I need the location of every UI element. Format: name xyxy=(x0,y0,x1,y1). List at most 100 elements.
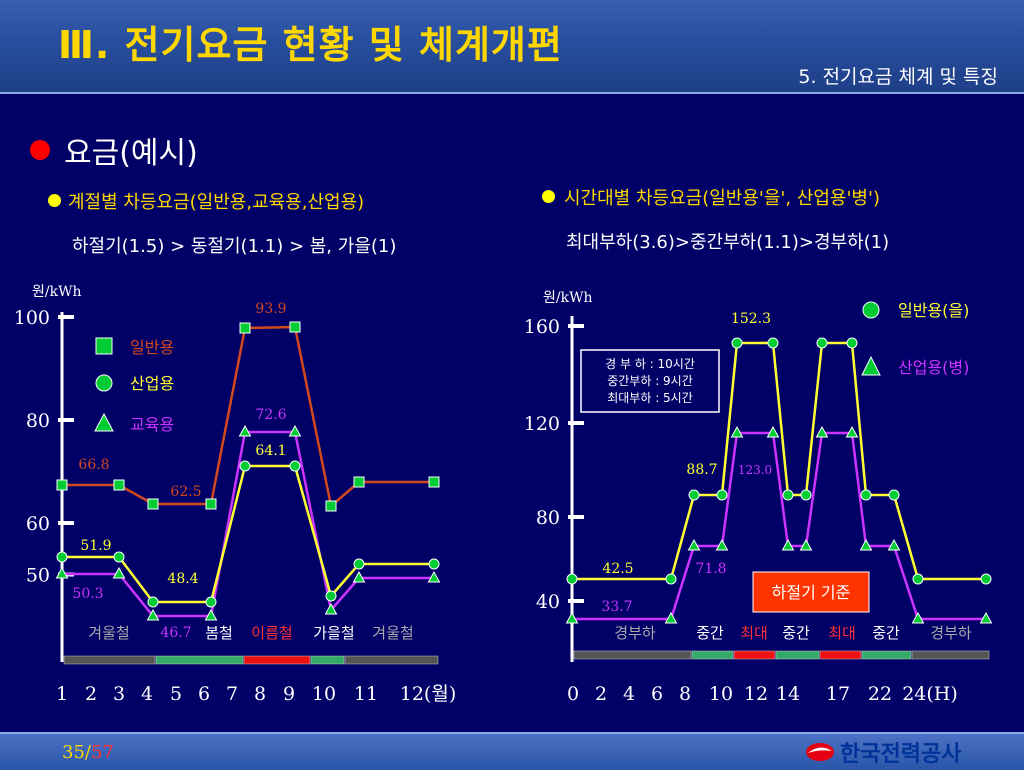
triangle-marker xyxy=(730,425,744,438)
circle-marker xyxy=(816,337,828,349)
yellow-bullet-icon xyxy=(542,190,555,203)
data-label: 64.1 xyxy=(255,443,286,459)
page-total: 57 xyxy=(90,742,114,763)
circle-marker xyxy=(767,337,779,349)
red-bullet-icon xyxy=(30,140,50,160)
square-marker xyxy=(289,321,301,333)
triangle-marker xyxy=(859,538,873,551)
y-axis-unit: 원/kWh xyxy=(543,290,593,306)
period-label: 경부하 xyxy=(614,624,656,642)
legend-label: 일반용(을) xyxy=(898,301,969,320)
period-bar xyxy=(573,650,692,660)
season-bar xyxy=(155,655,244,665)
page-subtitle: 5. 전기요금 체계 및 특징 xyxy=(798,66,998,88)
right-heading: 시간대별 차등요금(일반용'을', 산업용'병') xyxy=(564,188,880,209)
x-tick-label: 10 xyxy=(709,683,733,705)
season-bar xyxy=(63,655,156,665)
square-marker xyxy=(113,479,125,491)
data-label: 46.7 xyxy=(160,625,191,641)
season-label: 겨울철 xyxy=(88,624,129,642)
x-tick-label: 2 xyxy=(595,683,607,705)
circle-marker xyxy=(716,489,728,501)
kepco-logo: 한국전력공사 xyxy=(804,739,962,767)
circle-marker xyxy=(688,489,700,501)
x-tick-label: 5 xyxy=(170,683,182,705)
season-label: 겨울철 xyxy=(372,624,413,642)
data-label: 48.4 xyxy=(167,571,198,587)
circle-marker xyxy=(325,590,337,602)
x-tick-label: 3 xyxy=(113,683,125,705)
triangle-marker xyxy=(352,570,366,583)
data-label: 71.8 xyxy=(695,561,726,577)
triangle-marker xyxy=(55,566,69,579)
circle-marker xyxy=(731,337,743,349)
circle-marker xyxy=(428,558,440,570)
data-label: 123.0 xyxy=(738,463,772,477)
circle-marker xyxy=(888,489,900,501)
legend-square-icon xyxy=(95,337,113,355)
x-tick-label: 9 xyxy=(283,683,295,705)
circle-marker xyxy=(846,337,858,349)
logo-text: 한국전력공사 xyxy=(840,742,962,767)
triangle-marker xyxy=(565,611,579,624)
triangle-marker xyxy=(238,424,252,437)
x-tick-label: 0 xyxy=(567,683,579,705)
circle-marker xyxy=(980,573,992,585)
data-label: 66.8 xyxy=(78,457,109,473)
x-tick-label: 22 xyxy=(868,683,892,705)
section-title: 요금(예시) xyxy=(64,136,198,171)
load-hours-note: 경 부 하 : 10시간 xyxy=(605,357,695,371)
x-tick-label: 4 xyxy=(623,683,635,705)
triangle-marker xyxy=(715,538,729,551)
y-tick-label: 80 xyxy=(26,410,50,432)
season-label: 봄철 xyxy=(205,624,233,642)
triangle-marker xyxy=(324,602,338,615)
circle-marker xyxy=(566,573,578,585)
y-tick-label: 100 xyxy=(14,307,50,329)
y-tick-label: 160 xyxy=(524,316,560,338)
y-tick-label: 60 xyxy=(26,513,50,535)
series-line-산업용(병) xyxy=(572,431,986,621)
square-marker xyxy=(428,476,440,488)
triangle-marker xyxy=(815,425,829,438)
period-label: 최대 xyxy=(740,624,768,642)
legend-circle-icon xyxy=(95,374,113,392)
triangle-marker xyxy=(911,611,925,624)
footer-bar: 35/57 한국전력공사 xyxy=(0,732,1024,770)
x-tick-label: 12 xyxy=(744,683,768,705)
x-tick-label: 8 xyxy=(254,683,266,705)
header-bar: Ⅲ. 전기요금 현황 및 체계개편 5. 전기요금 체계 및 특징 xyxy=(0,0,1024,94)
data-label: 93.9 xyxy=(255,301,286,317)
load-hours-note: 중간부하 : 9시간 xyxy=(607,374,693,388)
load-hours-note-box xyxy=(580,349,720,413)
period-label: 경부하 xyxy=(930,624,972,642)
circle-marker xyxy=(665,573,677,585)
circle-marker xyxy=(860,489,872,501)
x-tick-label: 4 xyxy=(141,683,153,705)
data-label: 72.6 xyxy=(255,407,286,423)
triangle-marker xyxy=(146,608,160,621)
triangle-marker xyxy=(799,538,813,551)
x-tick-label: 10 xyxy=(312,683,336,705)
legend-label: 산업용(병) xyxy=(898,358,969,377)
data-label: 88.7 xyxy=(686,462,717,478)
period-bar xyxy=(775,650,820,660)
summer-basis-label: 하절기 기준 xyxy=(772,583,851,602)
period-bar xyxy=(819,650,862,660)
triangle-marker xyxy=(979,611,993,624)
load-hours-note: 최대부하 : 5시간 xyxy=(607,391,693,405)
data-label: 42.5 xyxy=(602,561,633,577)
triangle-marker xyxy=(687,538,701,551)
yellow-bullet-icon xyxy=(48,194,61,207)
page-current: 35 xyxy=(62,742,85,763)
x-tick-label: 2 xyxy=(85,683,97,705)
y-tick-label: 120 xyxy=(524,413,560,435)
x-tick-label: 8 xyxy=(679,683,691,705)
square-marker xyxy=(147,498,159,510)
x-tick-label: 11 xyxy=(354,683,378,705)
x-tick-label: 6 xyxy=(651,683,663,705)
legend-triangle-icon xyxy=(861,355,881,376)
season-bar xyxy=(344,655,439,665)
legend-label: 산업용 xyxy=(130,374,174,393)
